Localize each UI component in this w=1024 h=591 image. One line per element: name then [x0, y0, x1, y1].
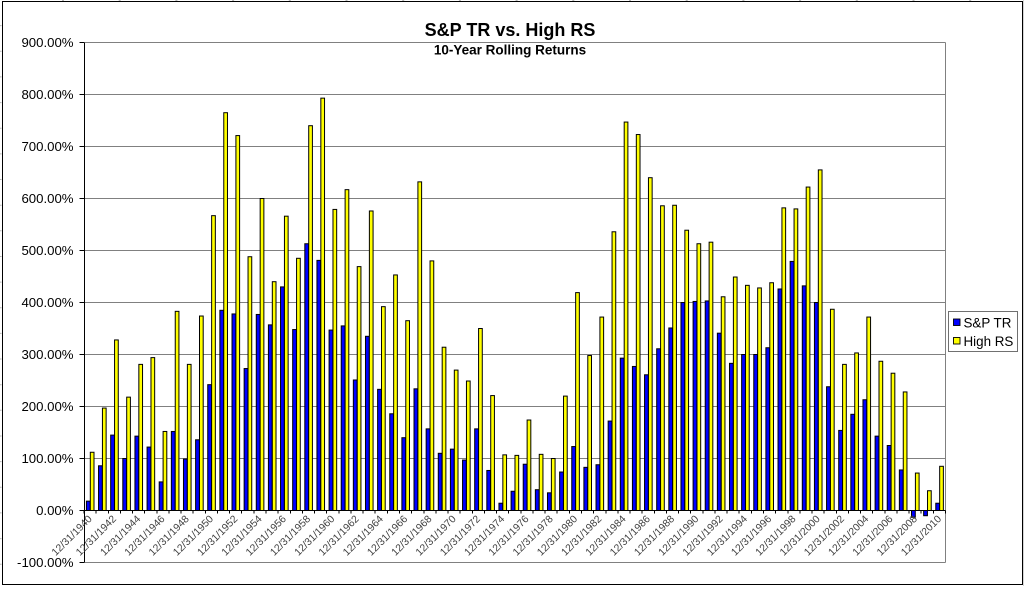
svg-text:S&P TR: S&P TR	[964, 316, 1012, 331]
svg-text:600.00%: 600.00%	[21, 191, 73, 206]
svg-text:200.00%: 200.00%	[21, 399, 73, 414]
svg-text:0.00%: 0.00%	[36, 503, 74, 518]
svg-text:100.00%: 100.00%	[21, 451, 73, 466]
svg-text:300.00%: 300.00%	[21, 347, 73, 362]
svg-text:S&P TR vs. High RS: S&P TR vs. High RS	[425, 20, 596, 40]
svg-text:900.00%: 900.00%	[21, 35, 73, 50]
svg-text:High RS: High RS	[964, 334, 1014, 349]
svg-text:700.00%: 700.00%	[21, 139, 73, 154]
svg-text:800.00%: 800.00%	[21, 87, 73, 102]
svg-text:400.00%: 400.00%	[21, 295, 73, 310]
svg-text:500.00%: 500.00%	[21, 243, 73, 258]
svg-text:-100.00%: -100.00%	[17, 555, 74, 570]
svg-text:10-Year Rolling Returns: 10-Year Rolling Returns	[434, 42, 586, 57]
